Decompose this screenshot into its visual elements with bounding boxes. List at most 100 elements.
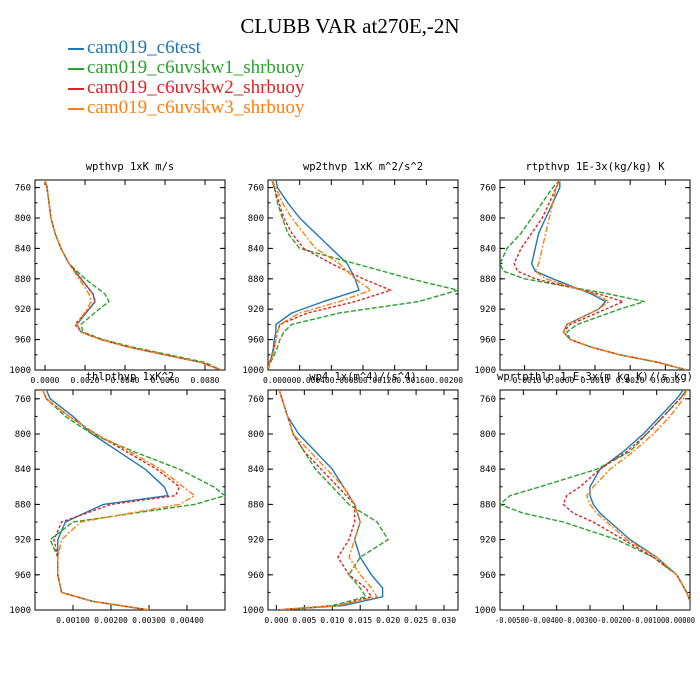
y-tick-label: 1000 <box>474 606 496 616</box>
chart-panel-0: wpthvp 1xK m/s76080084088092096010000.00… <box>9 161 226 385</box>
y-tick-label: 840 <box>248 465 264 475</box>
series-line-3 <box>41 390 196 610</box>
x-tick-label: 0.0010 <box>581 376 610 385</box>
series-line-1 <box>268 180 458 370</box>
legend-entry: cam019_c6test <box>68 38 304 58</box>
figure-title: CLUBB VAR at270E,-2N <box>240 14 460 38</box>
x-tick-label: 0.0060 <box>151 376 180 385</box>
y-tick-label: 840 <box>248 244 264 254</box>
y-tick-label: 800 <box>480 430 496 440</box>
x-tick-label: 0.0030 <box>651 376 680 385</box>
y-tick-label: 880 <box>15 275 31 285</box>
series-line-2 <box>562 390 690 610</box>
series-line-3 <box>44 180 222 370</box>
legend-entry: cam019_c6uvskw2_shrbuoy <box>68 78 304 98</box>
x-tick-label: 0.00200 <box>94 616 128 625</box>
series-line-1 <box>44 180 222 370</box>
x-tick-label: 0.000 <box>264 616 288 625</box>
y-tick-label: 920 <box>480 305 496 315</box>
series-line-2 <box>276 390 373 610</box>
y-tick-label: 840 <box>480 244 496 254</box>
x-tick-labels: -0.00500-0.00400-0.00300-0.00200-0.00100… <box>495 616 695 625</box>
x-tick-label: -0.0010 <box>508 376 542 385</box>
y-tick-label: 840 <box>15 244 31 254</box>
chart-panel-4: wp4 1x(m^4)/(s^4)76080084088092096010000… <box>242 371 459 625</box>
y-tick-label: 960 <box>15 571 31 581</box>
y-tick-label: 1000 <box>242 606 264 616</box>
y-tick-label: 800 <box>480 214 496 224</box>
y-tick-label: 1000 <box>9 366 31 376</box>
x-tick-label: 0.0000 <box>545 376 574 385</box>
legend-entry: cam019_c6uvskw1_shrbuoy <box>68 58 304 78</box>
y-tick-label: 880 <box>248 500 264 510</box>
y-tick-label: 800 <box>15 214 31 224</box>
legend-swatch-0 <box>68 47 84 50</box>
panel-title: wpthvp 1xK m/s <box>86 161 175 173</box>
y-tick-label: 920 <box>248 305 264 315</box>
series-line-2 <box>44 180 222 370</box>
series-line-0 <box>45 390 169 610</box>
panel-frame <box>499 179 691 371</box>
y-tick-label: 840 <box>480 465 496 475</box>
y-tick-label: 760 <box>15 395 31 405</box>
panel-title: thlpthvp 1xK^2 <box>86 371 175 383</box>
series-line-0 <box>44 180 222 370</box>
legend-swatch-3 <box>68 107 84 110</box>
y-tick-label: 920 <box>15 536 31 546</box>
y-tick-label: 800 <box>248 430 264 440</box>
x-tick-label: 0.00100 <box>56 616 90 625</box>
panel-title: wp2thvp 1xK m^2/s^2 <box>303 161 423 173</box>
chart-panel-3: thlpthvp 1xK^2 760 800 840 880 920 960 1000 0.00… <box>9 371 226 625</box>
y-tick-label: 760 <box>248 184 264 194</box>
y-tick-label: 880 <box>480 275 496 285</box>
panel-frame <box>34 389 226 611</box>
y-tick-label: 880 <box>480 500 496 510</box>
y-tick-label: 760 <box>480 395 496 405</box>
series-group <box>500 180 687 370</box>
legend-label-2: cam019_c6uvskw2_shrbuoy <box>87 77 305 98</box>
series-group <box>268 180 458 370</box>
legend-entry: cam019_c6uvskw3_shrbuoy <box>68 98 304 118</box>
x-tick-label: 0.0000 <box>31 376 60 385</box>
panel-title: wprtpthlp 1-E-3x(m kg K)/(s kg) <box>497 371 693 383</box>
x-tick-label: 0.030 <box>432 616 456 625</box>
y-tick-label: 960 <box>248 336 264 346</box>
series-line-0 <box>589 390 690 610</box>
series-group <box>500 390 690 610</box>
y-tick-label: 760 <box>15 184 31 194</box>
x-tick-label: 0.005 <box>292 616 316 625</box>
x-tick-label: 0.020 <box>376 616 400 625</box>
series-line-1 <box>500 180 687 370</box>
y-tick-label: 880 <box>15 500 31 510</box>
series-line-0 <box>268 180 360 370</box>
series-line-2 <box>268 180 392 370</box>
chart-panel-2: rtpthvp 1E-3x(kg/kg) K 760 800 840 880 920 960… <box>474 161 691 385</box>
x-tick-label: 0.0040 <box>111 376 140 385</box>
series-line-2 <box>41 390 181 610</box>
series-line-0 <box>276 390 384 610</box>
x-tick-label: 0.0020 <box>616 376 645 385</box>
y-tick-label: 800 <box>248 214 264 224</box>
y-tick-label: 960 <box>480 336 496 346</box>
panel-frame <box>267 389 459 611</box>
series-line-2 <box>513 180 687 370</box>
x-tick-label: 0.010 <box>320 616 344 625</box>
legend-swatch-1 <box>68 67 84 70</box>
x-tick-label: 0.00300 <box>132 616 166 625</box>
series-group <box>41 390 225 610</box>
y-tick-label: 840 <box>15 465 31 475</box>
panel-title: wp4 1x(m^4)/(s^4) <box>309 371 416 383</box>
chart-panel-1: wp2thvp 1xK m^2/s^2 760 800 840 880 920 960 100… <box>242 161 463 385</box>
series-line-1 <box>276 390 389 610</box>
series-line-3 <box>534 180 687 370</box>
legend-label-0: cam019_c6test <box>87 37 201 58</box>
y-tick-label: 920 <box>15 305 31 315</box>
y-tick-label: 960 <box>15 336 31 346</box>
x-tick-label: 0.00400 <box>170 616 204 625</box>
legend: cam019_c6test cam019_c6uvskw1_shrbuoy ca… <box>68 38 304 118</box>
series-group <box>276 390 389 610</box>
y-tick-label: 880 <box>248 275 264 285</box>
legend-label-1: cam019_c6uvskw1_shrbuoy <box>87 57 305 78</box>
panel-frame <box>34 179 226 371</box>
y-tick-label: 760 <box>248 395 264 405</box>
